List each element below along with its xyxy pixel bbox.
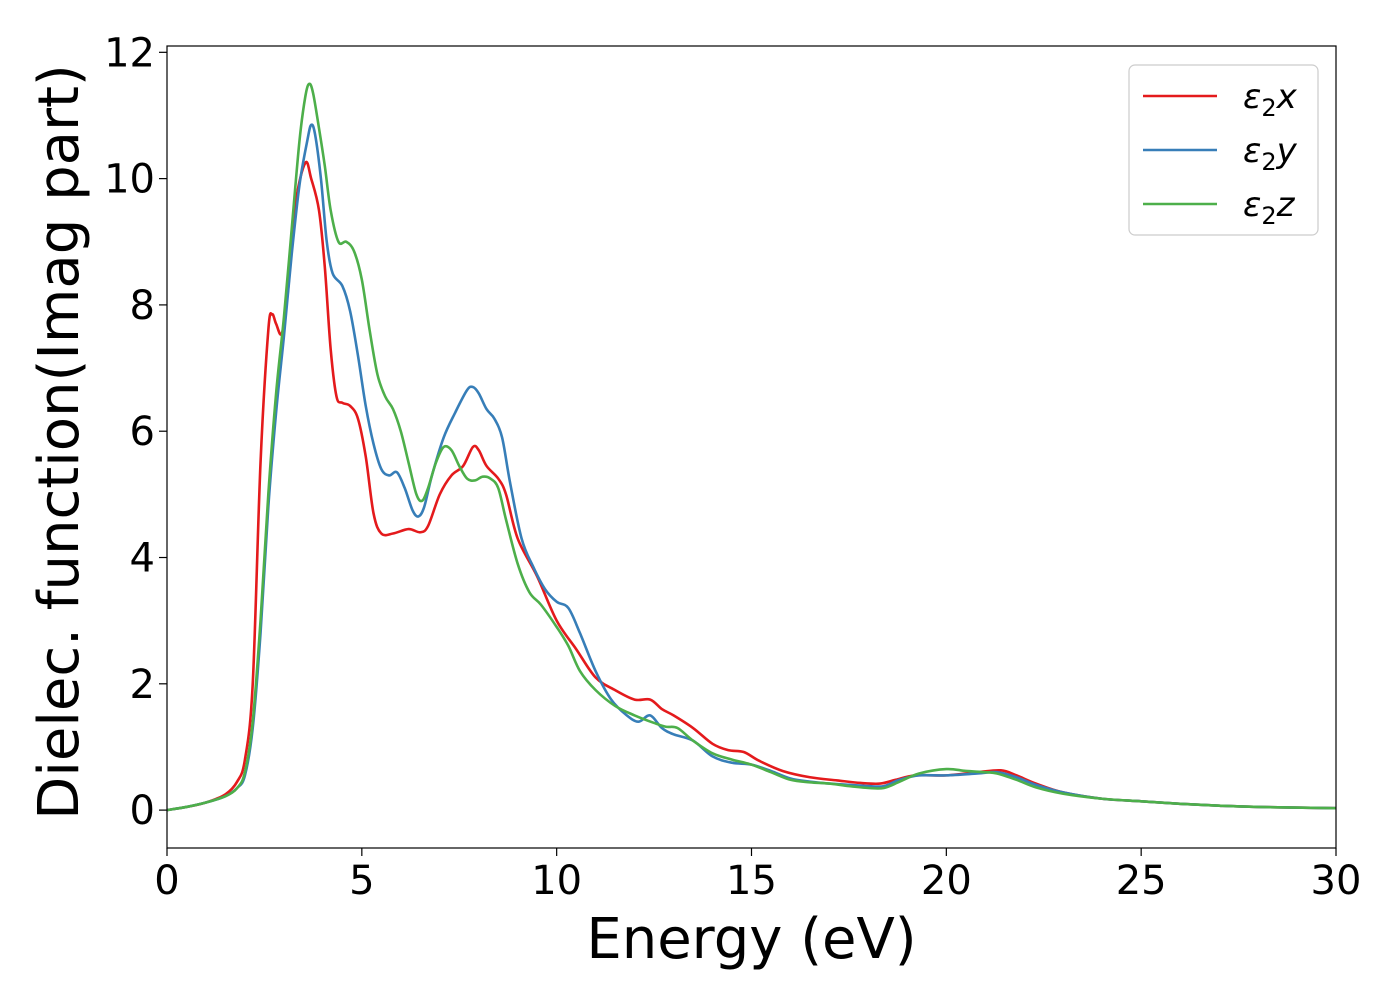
x-tick-label: 20 xyxy=(921,858,972,904)
y-tick-label: 6 xyxy=(130,409,155,455)
legend-label-y: ε2y xyxy=(1243,131,1298,176)
y-axis-label: Dielec. function(Imag part) xyxy=(27,64,92,820)
x-tick-label: 25 xyxy=(1116,858,1167,904)
legend-label-z: ε2z xyxy=(1243,185,1296,230)
y-tick-label: 12 xyxy=(104,30,155,76)
x-tick-label: 0 xyxy=(154,858,179,904)
x-tick-label: 10 xyxy=(531,858,582,904)
legend: ε2x ε2y ε2z xyxy=(1128,64,1319,236)
y-tick-label: 0 xyxy=(130,788,155,834)
plot-lines xyxy=(167,82,1336,812)
series-line-z xyxy=(167,82,1336,812)
x-axis-label: Energy (eV) xyxy=(586,907,916,972)
y-tick-label: 8 xyxy=(130,283,155,329)
y-tick-label: 10 xyxy=(104,157,155,203)
series-line-y xyxy=(167,123,1336,812)
y-tick-label: 2 xyxy=(130,662,155,708)
y-tick-label: 4 xyxy=(130,536,155,582)
x-tick-label: 30 xyxy=(1311,858,1362,904)
x-tick-label: 15 xyxy=(726,858,777,904)
x-tick-label: 5 xyxy=(349,858,374,904)
x-axis-ticks: 0 5 10 15 20 25 30 xyxy=(154,848,1361,904)
y-axis-ticks: 0 2 4 6 8 10 12 xyxy=(104,30,167,834)
legend-box xyxy=(1128,64,1319,236)
series-line-x xyxy=(167,160,1336,812)
legend-label-x: ε2x xyxy=(1243,77,1298,122)
